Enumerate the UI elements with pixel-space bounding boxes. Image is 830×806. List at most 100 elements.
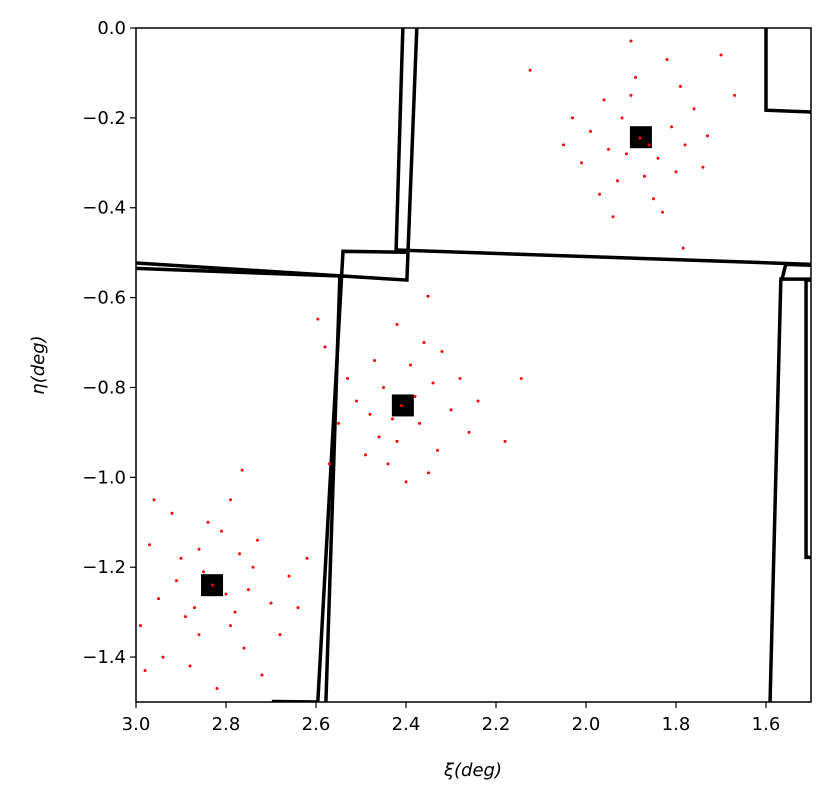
y-tick-label: −1.2 xyxy=(82,557,126,578)
star-point xyxy=(400,404,403,407)
star-point xyxy=(661,211,664,214)
x-tick-label: 3.0 xyxy=(122,714,151,735)
star-point xyxy=(504,440,507,443)
star-point xyxy=(652,197,655,200)
y-tick-label: −0.8 xyxy=(82,377,126,398)
star-point xyxy=(409,364,412,367)
star-point xyxy=(382,386,385,389)
star-point xyxy=(639,137,642,140)
star-point xyxy=(207,521,210,524)
x-axis-label: ξ(deg) xyxy=(443,760,502,781)
star-point xyxy=(189,665,192,668)
star-point xyxy=(414,395,417,398)
star-point xyxy=(211,584,214,587)
star-point xyxy=(144,669,147,672)
star-point xyxy=(346,377,349,380)
star-point xyxy=(720,53,723,56)
star-point xyxy=(256,539,259,542)
star-point xyxy=(571,116,574,119)
star-point xyxy=(436,449,439,452)
x-tick-label: 1.6 xyxy=(752,714,781,735)
star-point xyxy=(171,512,174,515)
star-point xyxy=(598,193,601,196)
star-point xyxy=(648,143,651,146)
star-point xyxy=(247,588,250,591)
star-point xyxy=(252,566,255,569)
star-point xyxy=(657,157,660,160)
star-point xyxy=(423,341,426,344)
star-point xyxy=(234,611,237,614)
star-point xyxy=(220,530,223,533)
x-tick-label: 2.4 xyxy=(392,714,421,735)
star-point xyxy=(198,548,201,551)
star-point xyxy=(450,408,453,411)
star-point xyxy=(216,687,219,690)
star-point xyxy=(643,175,646,178)
star-point xyxy=(706,134,709,137)
star-point xyxy=(607,148,610,151)
star-point xyxy=(378,435,381,438)
star-point xyxy=(666,58,669,61)
star-point xyxy=(184,615,187,618)
star-point xyxy=(270,602,273,605)
star-point xyxy=(603,98,606,101)
y-axis-label: η(deg) xyxy=(28,335,49,394)
star-point xyxy=(670,125,673,128)
star-point xyxy=(202,570,205,573)
star-point xyxy=(679,85,682,88)
star-point xyxy=(529,69,532,72)
star-point xyxy=(616,179,619,182)
star-point xyxy=(229,624,232,627)
star-point xyxy=(459,377,462,380)
star-point xyxy=(562,143,565,146)
star-point xyxy=(328,462,331,465)
star-point xyxy=(634,76,637,79)
y-tick-label: −0.4 xyxy=(82,198,126,219)
star-point xyxy=(316,318,319,321)
star-point xyxy=(391,417,394,420)
star-point xyxy=(157,597,160,600)
star-point xyxy=(373,359,376,362)
star-point xyxy=(279,633,282,636)
star-point xyxy=(693,107,696,110)
star-point xyxy=(405,480,408,483)
star-point xyxy=(364,453,367,456)
star-point xyxy=(612,215,615,218)
x-tick-label: 2.6 xyxy=(302,714,331,735)
star-point xyxy=(396,323,399,326)
star-point xyxy=(477,399,480,402)
star-point xyxy=(337,422,340,425)
star-point xyxy=(139,624,142,627)
star-point xyxy=(702,166,705,169)
star-point xyxy=(630,40,633,43)
y-tick-label: −0.6 xyxy=(82,288,126,309)
x-tick-label: 2.8 xyxy=(212,714,241,735)
star-point xyxy=(733,94,736,97)
star-point xyxy=(520,377,523,380)
x-tick-label: 2.0 xyxy=(572,714,601,735)
star-point xyxy=(241,469,244,472)
star-point xyxy=(675,170,678,173)
star-point xyxy=(625,152,628,155)
star-point xyxy=(396,440,399,443)
y-tick-label: −1.0 xyxy=(82,467,126,488)
star-point xyxy=(243,647,246,650)
star-point xyxy=(630,94,633,97)
y-tick-label: −0.2 xyxy=(82,108,126,129)
y-tick-label: −1.4 xyxy=(82,647,126,668)
star-point xyxy=(306,557,309,560)
star-point xyxy=(153,498,156,501)
star-point xyxy=(193,606,196,609)
star-point xyxy=(288,575,291,578)
star-point xyxy=(369,413,372,416)
star-point xyxy=(261,674,264,677)
star-point xyxy=(175,579,178,582)
star-point xyxy=(297,606,300,609)
star-point xyxy=(589,130,592,133)
star-point xyxy=(621,116,624,119)
star-point xyxy=(198,633,201,636)
star-point xyxy=(355,399,358,402)
x-tick-label: 2.2 xyxy=(482,714,511,735)
star-point xyxy=(324,346,327,349)
